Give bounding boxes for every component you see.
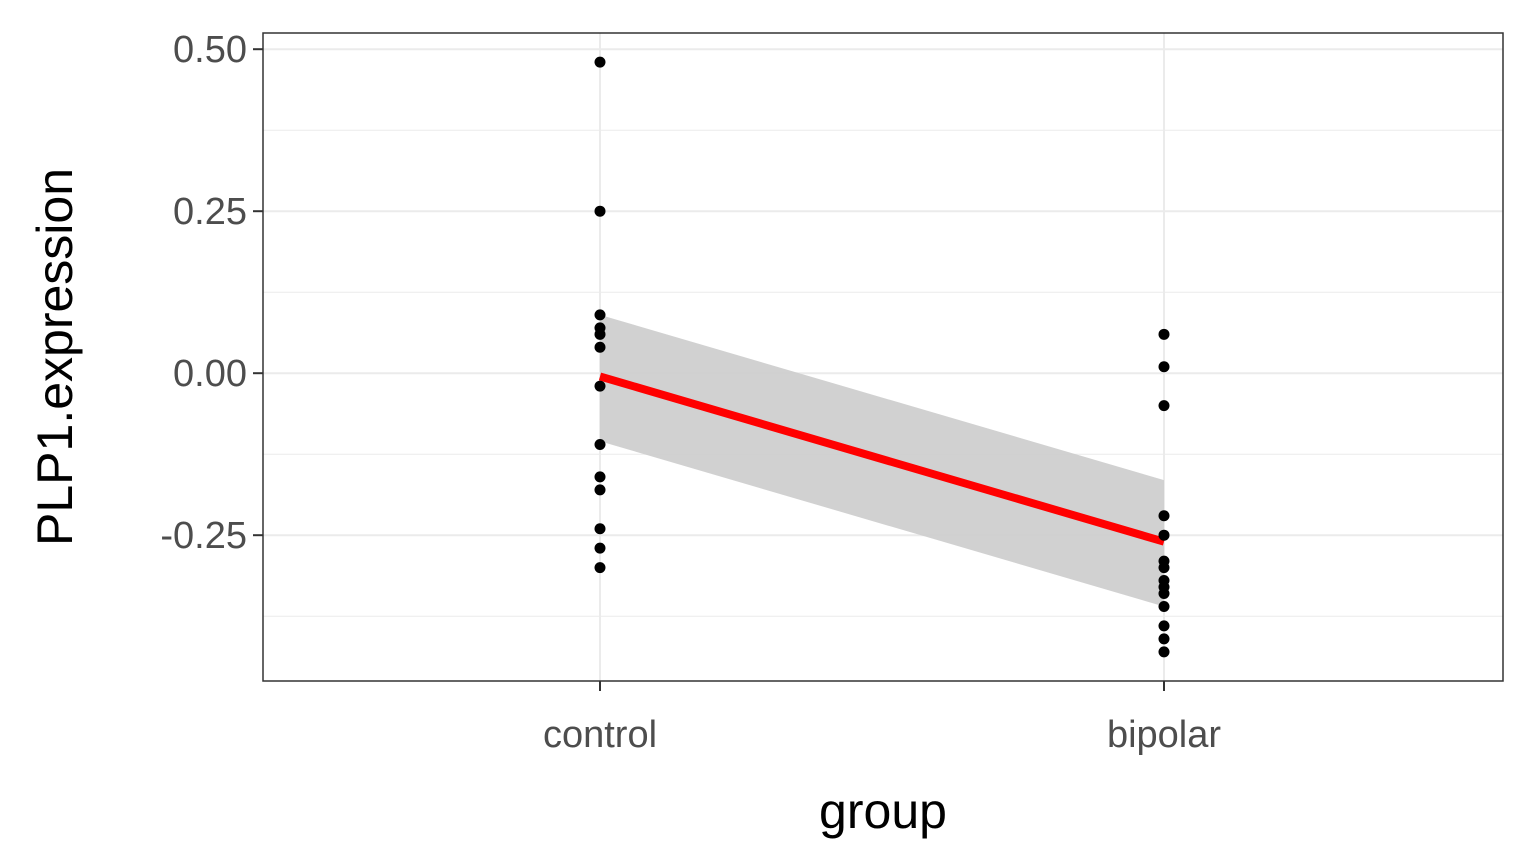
y-tick-label: 0.50 [173, 29, 247, 71]
data-point-bipolar [1158, 646, 1170, 658]
x-axis-title: group [819, 783, 947, 839]
data-point-bipolar [1158, 620, 1170, 632]
data-point-bipolar [1158, 361, 1170, 373]
data-point-control [594, 523, 606, 535]
data-point-control [594, 380, 606, 392]
data-point-bipolar [1158, 633, 1170, 645]
x-tick-label: bipolar [1107, 714, 1221, 756]
y-tick-label: -0.25 [160, 515, 247, 557]
data-point-control [594, 562, 606, 574]
x-axis: control bipolar [543, 681, 1221, 756]
data-point-bipolar [1158, 600, 1170, 612]
data-point-bipolar [1158, 588, 1170, 600]
fit-line-layer [598, 372, 1166, 546]
y-axis-title: PLP1.expression [27, 168, 83, 546]
plot-panel-border [262, 32, 1504, 682]
data-point-bipolar [1158, 510, 1170, 522]
data-point-control [594, 309, 606, 321]
y-tick-label: 0.25 [173, 191, 247, 233]
data-point-bipolar [1158, 529, 1170, 541]
data-point-control [594, 542, 606, 554]
data-point-control [594, 341, 606, 353]
data-point-control [594, 438, 606, 450]
data-point-control [594, 328, 606, 340]
data-point-control [594, 471, 606, 483]
data-point-control [594, 205, 606, 217]
y-axis: 0.50 0.25 0.00 -0.25 [160, 29, 263, 557]
plot-panel-background [263, 33, 1503, 681]
data-point-control [594, 56, 606, 68]
fit-line [598, 372, 1166, 546]
data-point-bipolar [1158, 328, 1170, 340]
data-point-control [594, 484, 606, 496]
y-tick-label: 0.00 [173, 353, 247, 395]
x-tick-label: control [543, 714, 657, 756]
data-point-bipolar [1158, 562, 1170, 574]
data-point-bipolar [1158, 400, 1170, 412]
data-points-layer [594, 56, 1170, 658]
